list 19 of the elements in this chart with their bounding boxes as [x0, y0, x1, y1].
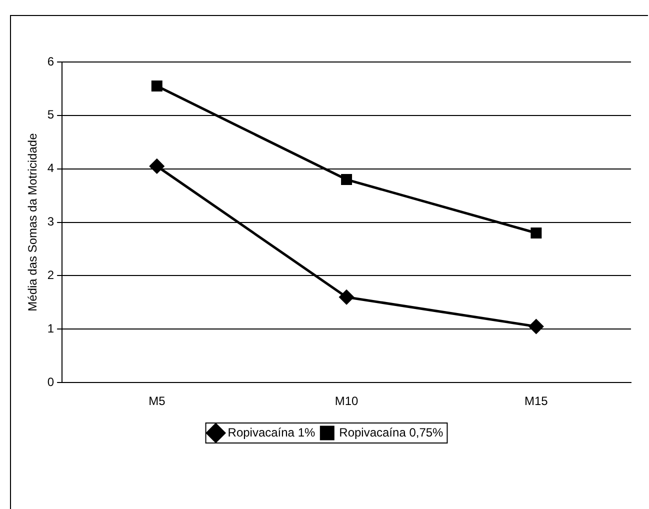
y-tick-label: 2 — [47, 268, 54, 282]
y-tick-label: 0 — [47, 374, 54, 389]
point — [341, 174, 352, 186]
y-tick-label: 6 — [47, 54, 54, 68]
y-tick-label: 1 — [47, 321, 54, 336]
legend-label: Ropivacaína 0,75% — [339, 425, 444, 440]
x-tick-label: M10 — [334, 394, 359, 408]
y-tick-label: 3 — [47, 214, 54, 229]
point — [528, 319, 544, 334]
x-tick-label: M5 — [148, 394, 166, 408]
y-tick-label: 4 — [47, 161, 54, 176]
point — [530, 227, 542, 238]
x-tick-label: M15 — [524, 394, 548, 408]
point — [339, 290, 354, 304]
y-axis-title: Média das Somas da Motricidade — [26, 132, 40, 312]
legend-label: Ropivacaína 1% — [228, 425, 316, 440]
y-tick-label: 5 — [47, 108, 54, 122]
point — [151, 80, 162, 92]
point — [150, 158, 164, 174]
